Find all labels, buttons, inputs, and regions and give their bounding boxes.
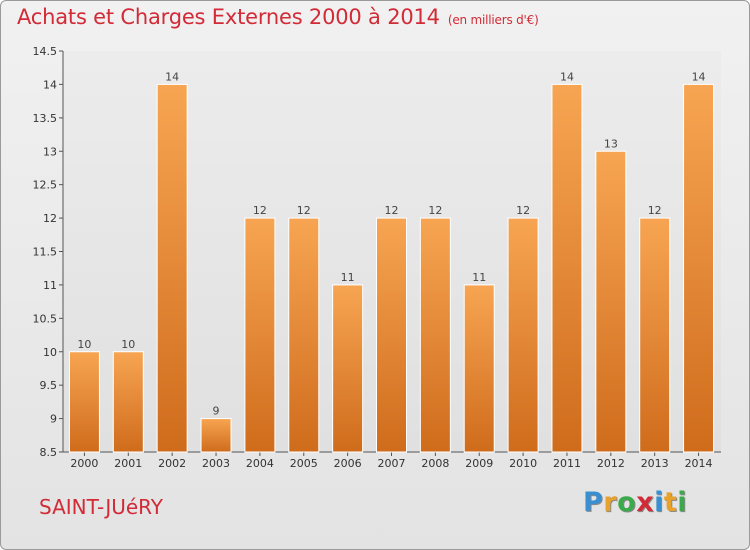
y-tick-label: 14 xyxy=(43,78,57,91)
value-label-2001: 10 xyxy=(121,338,135,351)
bar-2013 xyxy=(639,217,671,453)
logo-letter: i xyxy=(654,487,664,518)
x-tick-label-2009: 2009 xyxy=(465,457,493,470)
logo-letter: r xyxy=(603,487,618,518)
x-tick-label-2003: 2003 xyxy=(202,457,230,470)
chart-bars xyxy=(68,83,715,453)
y-tick-label: 12 xyxy=(43,212,57,225)
value-label-2005: 12 xyxy=(297,204,311,217)
y-tick-label: 10 xyxy=(43,346,57,359)
logo-letter: t xyxy=(663,487,678,518)
bar-2010 xyxy=(507,217,539,453)
chart-title-text: Achats et Charges Externes 2000 à 2014 xyxy=(17,5,440,29)
bar-2014 xyxy=(683,83,715,453)
value-label-2003: 9 xyxy=(213,405,220,418)
x-tick-label-2008: 2008 xyxy=(421,457,449,470)
y-tick-label: 13 xyxy=(43,145,57,158)
value-label-2002: 14 xyxy=(165,70,179,83)
x-tick-label-2012: 2012 xyxy=(597,457,625,470)
value-label-2006: 11 xyxy=(341,271,355,284)
value-label-2011: 14 xyxy=(560,70,574,83)
logo-letter: P xyxy=(583,487,604,518)
logo-letter: o xyxy=(617,487,637,518)
y-tick-label: 11 xyxy=(43,279,57,292)
value-label-2008: 12 xyxy=(428,204,442,217)
bar-2006 xyxy=(332,284,364,453)
value-label-2009: 11 xyxy=(472,271,486,284)
y-tick-label: 13.5 xyxy=(33,112,58,125)
bar-2005 xyxy=(288,217,320,453)
bar-2000 xyxy=(68,351,100,453)
x-tick-label-2011: 2011 xyxy=(553,457,581,470)
value-label-2014: 14 xyxy=(692,70,706,83)
y-tick-label: 8.5 xyxy=(40,446,58,459)
logo-letter: i xyxy=(677,487,688,518)
bar-2009 xyxy=(463,284,495,453)
x-tick-label-2004: 2004 xyxy=(246,457,274,470)
x-tick-label-2002: 2002 xyxy=(158,457,186,470)
bar-2002 xyxy=(156,83,188,453)
chart-subtitle: (en milliers d'€) xyxy=(447,13,539,27)
value-label-2012: 13 xyxy=(604,137,618,150)
bar-2012 xyxy=(595,150,627,453)
bar-2003 xyxy=(200,418,232,453)
value-label-2013: 12 xyxy=(648,204,662,217)
logo-letter: x xyxy=(636,487,655,518)
bar-2008 xyxy=(419,217,451,453)
x-tick-label-2006: 2006 xyxy=(334,457,362,470)
x-tick-label-2000: 2000 xyxy=(70,457,98,470)
x-tick-label-2010: 2010 xyxy=(509,457,537,470)
x-tick-label-2001: 2001 xyxy=(114,457,142,470)
y-tick-label: 10.5 xyxy=(33,312,58,325)
bar-2007 xyxy=(376,217,407,453)
chart-title: Achats et Charges Externes 2000 à 2014 (e… xyxy=(17,5,539,29)
chart-labels: 2000 10 2001 10 2002 14 2003 9 2004 12 2005 12 2006 1… xyxy=(70,70,712,470)
value-label-2004: 12 xyxy=(253,204,267,217)
y-tick-label: 9.5 xyxy=(40,379,58,392)
y-tick-label: 11.5 xyxy=(33,246,58,259)
x-tick-label-2005: 2005 xyxy=(290,457,318,470)
x-tick-label-2013: 2013 xyxy=(641,457,669,470)
value-label-2010: 12 xyxy=(516,204,530,217)
y-tick-label: 14.5 xyxy=(33,45,58,58)
y-tick-label: 12.5 xyxy=(33,179,58,192)
x-tick-label-2007: 2007 xyxy=(378,457,406,470)
value-label-2000: 10 xyxy=(77,338,91,351)
y-tick-label: 9 xyxy=(50,413,57,426)
value-label-2007: 12 xyxy=(385,204,399,217)
city-name: SAINT-JUéRY xyxy=(39,495,163,519)
x-tick-label-2014: 2014 xyxy=(685,457,713,470)
bar-2004 xyxy=(244,217,276,453)
proxiti-logo: Proxiti xyxy=(583,487,687,518)
bar-2001 xyxy=(112,351,144,453)
bar-2011 xyxy=(551,83,583,453)
